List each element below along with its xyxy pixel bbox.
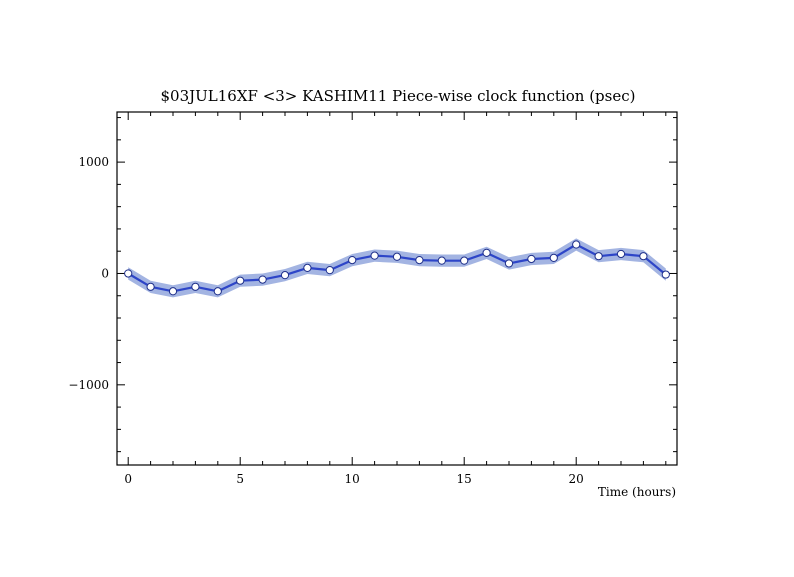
data-point bbox=[572, 240, 581, 249]
x-tick-label: 10 bbox=[345, 472, 360, 486]
data-point bbox=[437, 256, 446, 265]
data-point bbox=[191, 282, 200, 291]
data-point bbox=[639, 252, 648, 261]
plot-frame bbox=[116, 111, 678, 466]
data-point bbox=[661, 270, 670, 279]
x-tick-label: 5 bbox=[236, 472, 244, 486]
tick-labels: 0 5 10 15 20 −1000 0 1000 bbox=[68, 155, 583, 486]
axis-ticks bbox=[117, 112, 677, 465]
x-tick-label: 15 bbox=[457, 472, 472, 486]
data-point bbox=[482, 248, 491, 257]
data-point bbox=[146, 282, 155, 291]
data-point bbox=[370, 251, 379, 260]
x-tick-label: 20 bbox=[569, 472, 584, 486]
data-point bbox=[124, 269, 133, 278]
data-point bbox=[549, 253, 558, 262]
data-point bbox=[460, 256, 469, 265]
data-point bbox=[392, 252, 402, 261]
data-point bbox=[415, 256, 424, 265]
data-point bbox=[236, 276, 245, 285]
y-tick-label: −1000 bbox=[68, 378, 109, 392]
data-point bbox=[504, 259, 514, 268]
data-point bbox=[168, 287, 178, 296]
data-point bbox=[325, 266, 334, 275]
data-point bbox=[348, 256, 357, 265]
x-axis-label: Time (hours) bbox=[598, 485, 676, 499]
y-tick-label: 0 bbox=[101, 266, 109, 280]
data-point bbox=[616, 249, 626, 259]
plot-area bbox=[124, 238, 670, 298]
y-tick-label: 1000 bbox=[78, 155, 109, 169]
data-point bbox=[527, 254, 536, 264]
data-point bbox=[303, 263, 312, 272]
data-point bbox=[258, 275, 267, 284]
data-point bbox=[213, 287, 222, 296]
data-point bbox=[280, 271, 290, 280]
chart-title: $03JUL16XF <3> KASHIM11 Piece-wise clock… bbox=[161, 87, 636, 105]
data-point bbox=[594, 252, 603, 261]
x-tick-label: 0 bbox=[124, 472, 132, 486]
